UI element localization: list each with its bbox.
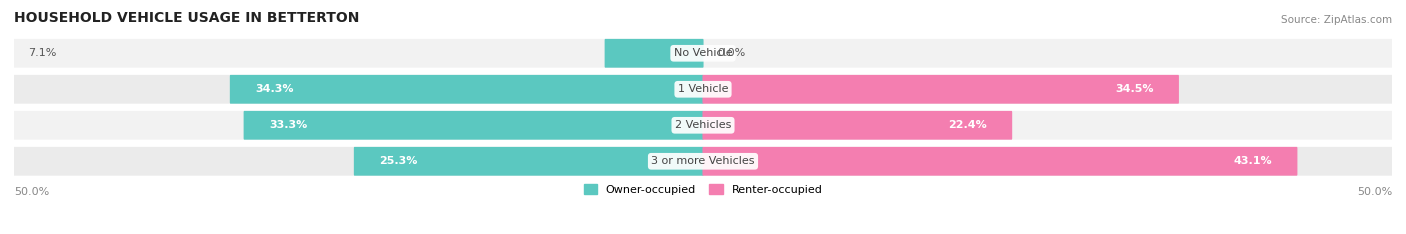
FancyBboxPatch shape [703, 147, 1298, 176]
FancyBboxPatch shape [14, 75, 1392, 104]
Text: HOUSEHOLD VEHICLE USAGE IN BETTERTON: HOUSEHOLD VEHICLE USAGE IN BETTERTON [14, 11, 360, 25]
FancyBboxPatch shape [243, 111, 703, 140]
Text: 2 Vehicles: 2 Vehicles [675, 120, 731, 130]
FancyBboxPatch shape [14, 147, 1392, 176]
FancyBboxPatch shape [605, 39, 703, 68]
Text: Source: ZipAtlas.com: Source: ZipAtlas.com [1281, 15, 1392, 25]
FancyBboxPatch shape [703, 75, 1178, 104]
FancyBboxPatch shape [703, 111, 1012, 140]
Text: 3 or more Vehicles: 3 or more Vehicles [651, 156, 755, 166]
Text: 50.0%: 50.0% [14, 187, 49, 197]
Text: 7.1%: 7.1% [28, 48, 56, 58]
Text: 0.0%: 0.0% [717, 48, 745, 58]
FancyBboxPatch shape [14, 111, 1392, 140]
Legend: Owner-occupied, Renter-occupied: Owner-occupied, Renter-occupied [583, 184, 823, 194]
Text: 34.3%: 34.3% [254, 84, 294, 94]
FancyBboxPatch shape [229, 75, 703, 104]
Text: 22.4%: 22.4% [948, 120, 987, 130]
Text: 34.5%: 34.5% [1115, 84, 1153, 94]
Text: 50.0%: 50.0% [1357, 187, 1392, 197]
FancyBboxPatch shape [354, 147, 703, 176]
Text: No Vehicle: No Vehicle [673, 48, 733, 58]
Text: 33.3%: 33.3% [269, 120, 308, 130]
Text: 25.3%: 25.3% [380, 156, 418, 166]
Text: 43.1%: 43.1% [1233, 156, 1272, 166]
Text: 1 Vehicle: 1 Vehicle [678, 84, 728, 94]
FancyBboxPatch shape [14, 39, 1392, 68]
